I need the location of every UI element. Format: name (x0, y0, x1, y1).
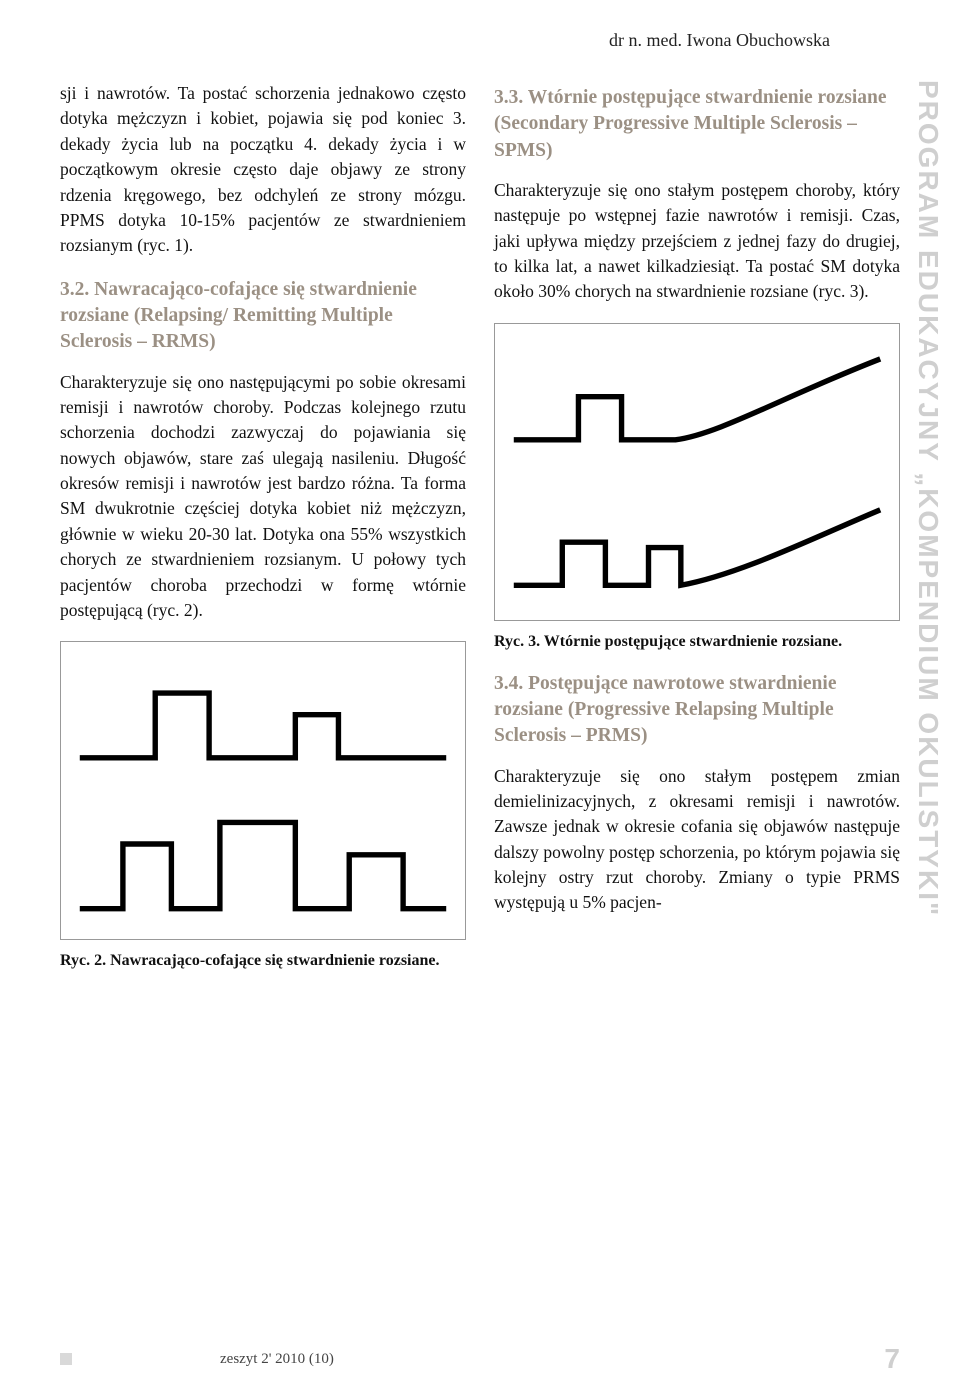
side-program-label: PROGRAM EDUKACYJNY „KOMPENDIUM OKULISTYK… (912, 80, 944, 917)
figure-3-svg (503, 332, 891, 612)
figure-3-caption: Ryc. 3. Wtórnie postępujące stwardnienie… (494, 631, 900, 653)
heading-3-3-title: Wtórnie postępujące stwardnienie rozsian… (494, 87, 887, 161)
figure-2-caption: Ryc. 2. Nawracająco-cofające się stwardn… (60, 950, 466, 972)
fig3-line-bottom (514, 510, 880, 585)
fig2-line-bottom (80, 823, 446, 909)
two-column-layout: sji i nawrotów. Ta postać schorzenia jed… (60, 81, 900, 989)
author-header: dr n. med. Iwona Obuchowska (60, 30, 900, 51)
heading-3-2: 3.2. Nawracająco-cofające się stwardnien… (60, 277, 466, 356)
heading-3-3: 3.3. Wtórnie postępujące stwardnienie ro… (494, 85, 900, 164)
page-footer: zeszyt 2' 2010 (10) 7 (60, 1343, 900, 1375)
heading-3-2-title: Nawracająco-cofające się stwardnienie ro… (60, 279, 417, 353)
footer-issue: zeszyt 2' 2010 (10) (220, 1351, 334, 1368)
fig2-line-top (80, 693, 446, 758)
figure-2 (60, 641, 466, 939)
para-rrms: Charakteryzuje się ono następującymi po … (60, 370, 466, 624)
figure-2-svg (69, 650, 457, 930)
left-column: sji i nawrotów. Ta postać schorzenia jed… (60, 81, 466, 989)
right-column: 3.3. Wtórnie postępujące stwardnienie ro… (494, 81, 900, 989)
heading-3-4: 3.4. Postępujące nawrotowe stwardnienie … (494, 671, 900, 750)
para-prms: Charakteryzuje się ono stałym postępem z… (494, 764, 900, 916)
para-intro: sji i nawrotów. Ta postać schorzenia jed… (60, 81, 466, 259)
heading-3-3-num: 3.3. (494, 87, 523, 108)
footer-square-icon (60, 1353, 72, 1365)
footer-page-number: 7 (884, 1343, 900, 1375)
heading-3-2-num: 3.2. (60, 279, 89, 300)
heading-3-4-num: 3.4. (494, 673, 523, 694)
fig3-line-top (514, 359, 880, 440)
para-spms: Charakteryzuje się ono stałym postępem c… (494, 178, 900, 305)
heading-3-4-title: Postępujące nawrotowe stwardnienie rozsi… (494, 673, 836, 747)
figure-3 (494, 323, 900, 621)
